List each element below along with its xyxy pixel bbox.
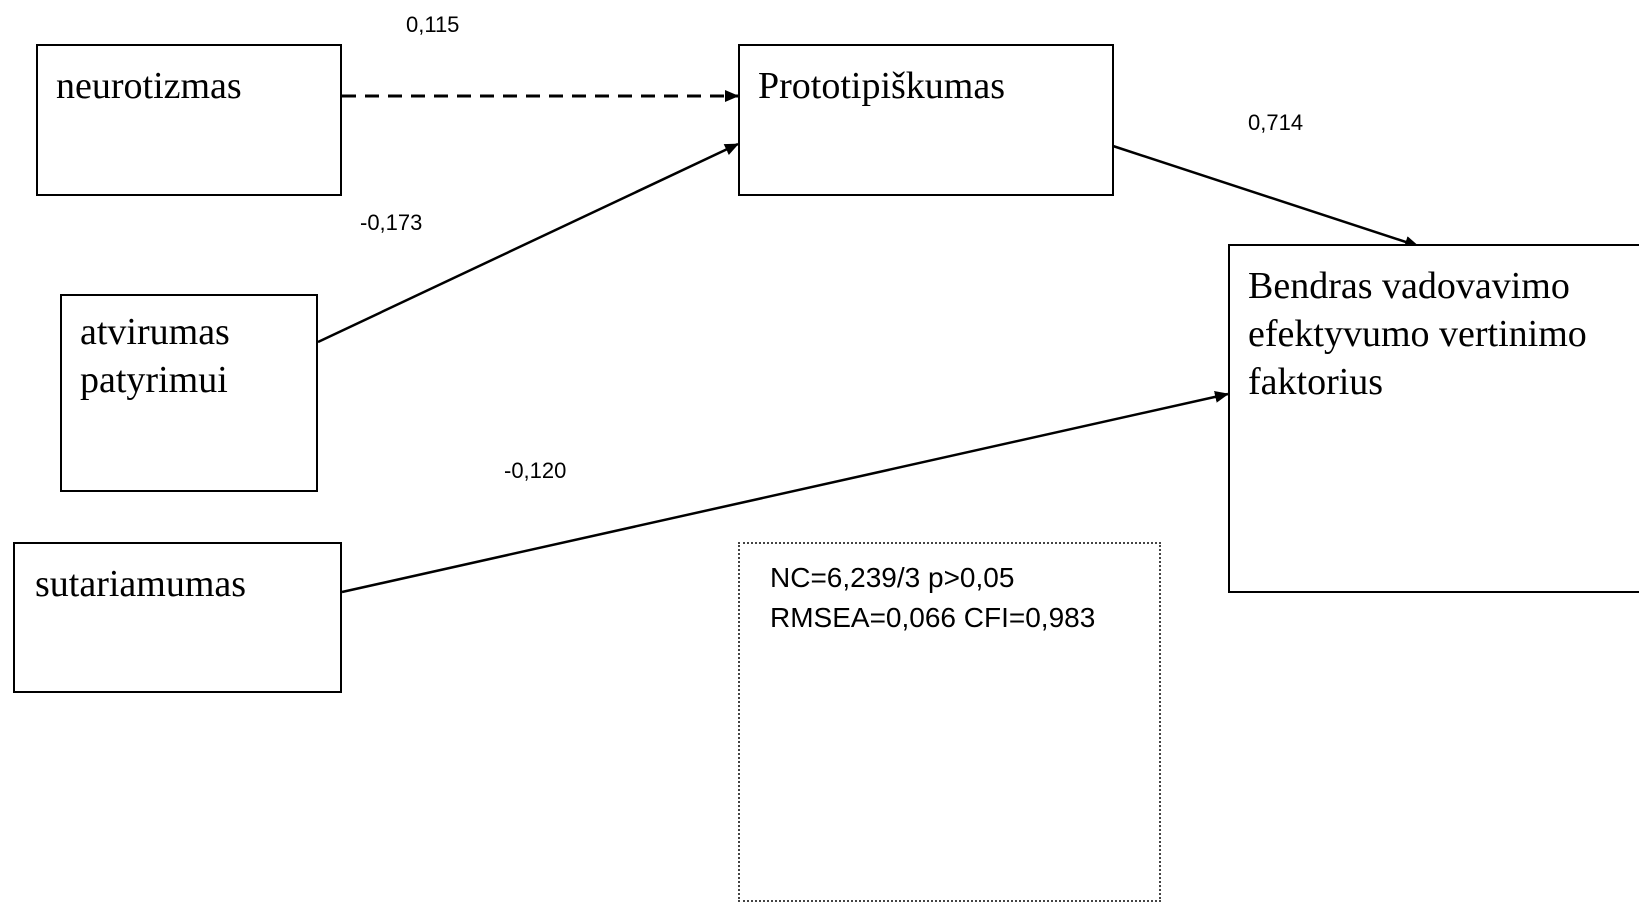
coef-sutariamumas-bendras: -0,120 [504,458,567,483]
arrow-sutariamumas-bendras [341,390,1229,594]
node-bendras-faktorius: Bendras vadovavimo efektyvumo vertinimo … [1228,244,1639,593]
node-prototipiskumas-label: Prototipiškumas [758,65,1006,107]
node-prototipiskumas: Prototipiškumas [738,44,1114,196]
arrow-atvirumas-prototipiskumas [317,142,739,344]
fit-indices-line1: NC=6,239/3 p>0,05 [770,562,1015,593]
node-atvirumas-label-line1: atvirumas [80,311,230,353]
fit-indices-line2: RMSEA=0,066 CFI=0,983 [770,602,1096,633]
node-neurotizmas: neurotizmas [36,44,342,196]
node-sutariamumas-label: sutariamumas [35,563,247,605]
node-bendras-label-line3: faktorius [1248,361,1384,403]
node-bendras-label-line1: Bendras vadovavimo [1248,265,1570,307]
coef-atvirumas-prototipiskumas: -0,173 [360,210,423,235]
fit-indices-box: NC=6,239/3 p>0,05 RMSEA=0,066 CFI=0,983 [738,542,1161,902]
coef-neurotizmas-prototipiskumas: 0,115 [406,12,460,37]
node-atvirumas-label-line2: patyrimui [80,359,228,401]
node-atvirumas-patyrimui: atvirumas patyrimui [60,294,318,492]
node-bendras-label-line2: efektyvumo vertinimo [1248,313,1587,355]
node-sutariamumas: sutariamumas [13,542,342,693]
coef-prototipiskumas-bendras: 0,714 [1248,110,1304,135]
node-neurotizmas-label: neurotizmas [56,65,242,107]
arrow-prototipiskumas-bendras [1112,144,1419,248]
